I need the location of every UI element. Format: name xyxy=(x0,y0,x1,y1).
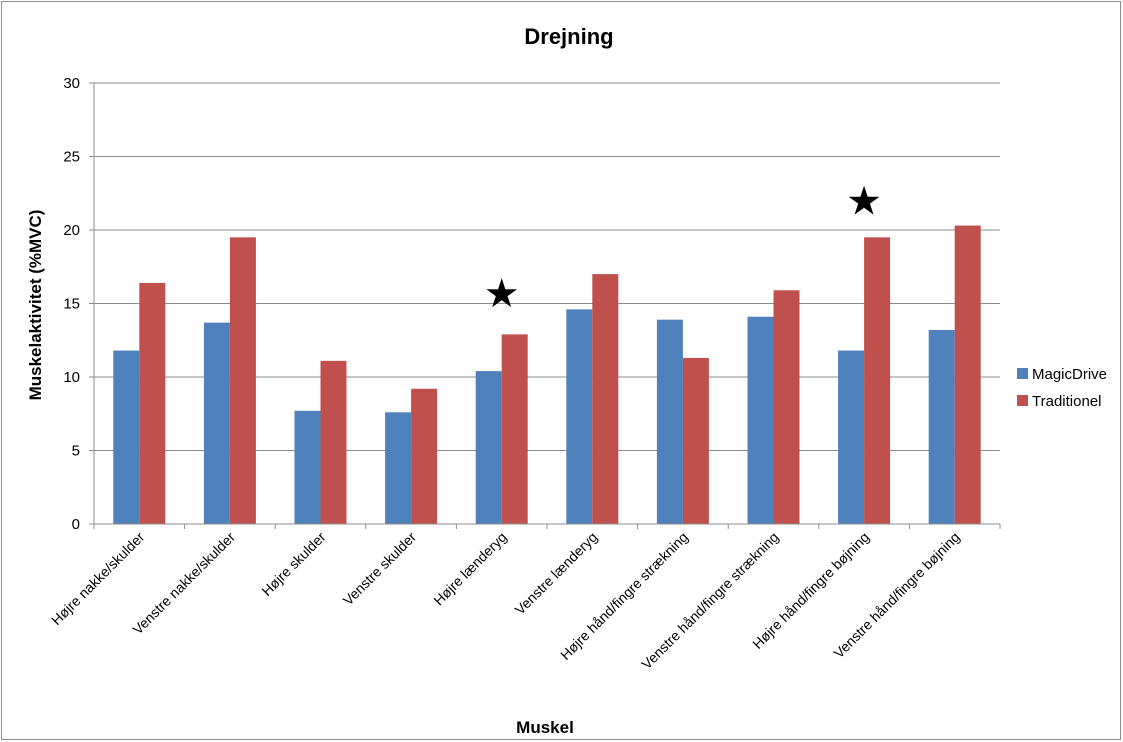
x-tick-label: Venstre skulder xyxy=(340,529,420,609)
bar-magicdrive xyxy=(385,412,412,524)
bar-traditionel xyxy=(682,357,709,524)
legend-label-traditionel: Traditionel xyxy=(1032,393,1101,410)
y-axis-title: Muskelaktivitet (%MVC) xyxy=(26,210,45,401)
y-tick-labels: 0 5 10 15 20 25 30 xyxy=(63,75,80,533)
bars xyxy=(113,225,981,524)
bar-traditionel xyxy=(411,388,438,524)
x-tick-label: Højre nakke/skulder xyxy=(48,529,148,629)
x-axis-title: Muskel xyxy=(516,718,574,737)
bar-magicdrive xyxy=(656,319,683,524)
star-annotation: ★ xyxy=(846,179,882,225)
bar-magicdrive xyxy=(203,322,230,524)
bar-magicdrive xyxy=(928,329,955,524)
bar-magicdrive xyxy=(747,316,774,524)
bar-magicdrive xyxy=(294,410,321,524)
x-tick-label: Højre skulder xyxy=(258,529,328,599)
chart-title: Drejning xyxy=(524,24,613,49)
legend: MagicDrive Traditionel xyxy=(1017,366,1107,410)
axes xyxy=(89,82,1001,529)
y-tick-label: 0 xyxy=(72,516,80,533)
y-tick-label: 10 xyxy=(63,369,80,386)
legend-swatch-magicdrive xyxy=(1017,368,1028,379)
annotations: ★★ xyxy=(484,179,882,318)
bar-traditionel xyxy=(592,274,619,524)
bar-traditionel xyxy=(229,237,256,524)
y-tick-label: 25 xyxy=(63,149,80,166)
bar-magicdrive xyxy=(475,371,502,524)
bar-magicdrive xyxy=(113,350,140,524)
star-annotation: ★ xyxy=(484,271,520,317)
bar-traditionel xyxy=(864,237,891,524)
bar-magicdrive xyxy=(566,309,593,524)
bar-traditionel xyxy=(954,225,981,524)
bar-magicdrive xyxy=(838,350,865,524)
x-tick-label: Højre lænderyg xyxy=(430,529,510,609)
y-tick-label: 30 xyxy=(63,75,80,92)
legend-swatch-traditionel xyxy=(1017,395,1028,406)
x-tick-label: Venstre nakke/skulder xyxy=(129,529,238,638)
y-tick-label: 20 xyxy=(63,222,80,239)
bar-traditionel xyxy=(320,360,347,524)
bar-traditionel xyxy=(139,282,166,524)
legend-label-magicdrive: MagicDrive xyxy=(1032,366,1107,383)
y-tick-label: 15 xyxy=(63,296,80,313)
bar-traditionel xyxy=(773,290,800,524)
bar-traditionel xyxy=(501,334,528,524)
x-tick-label: Venstre lænderyg xyxy=(512,529,601,618)
y-tick-label: 5 xyxy=(72,443,80,460)
